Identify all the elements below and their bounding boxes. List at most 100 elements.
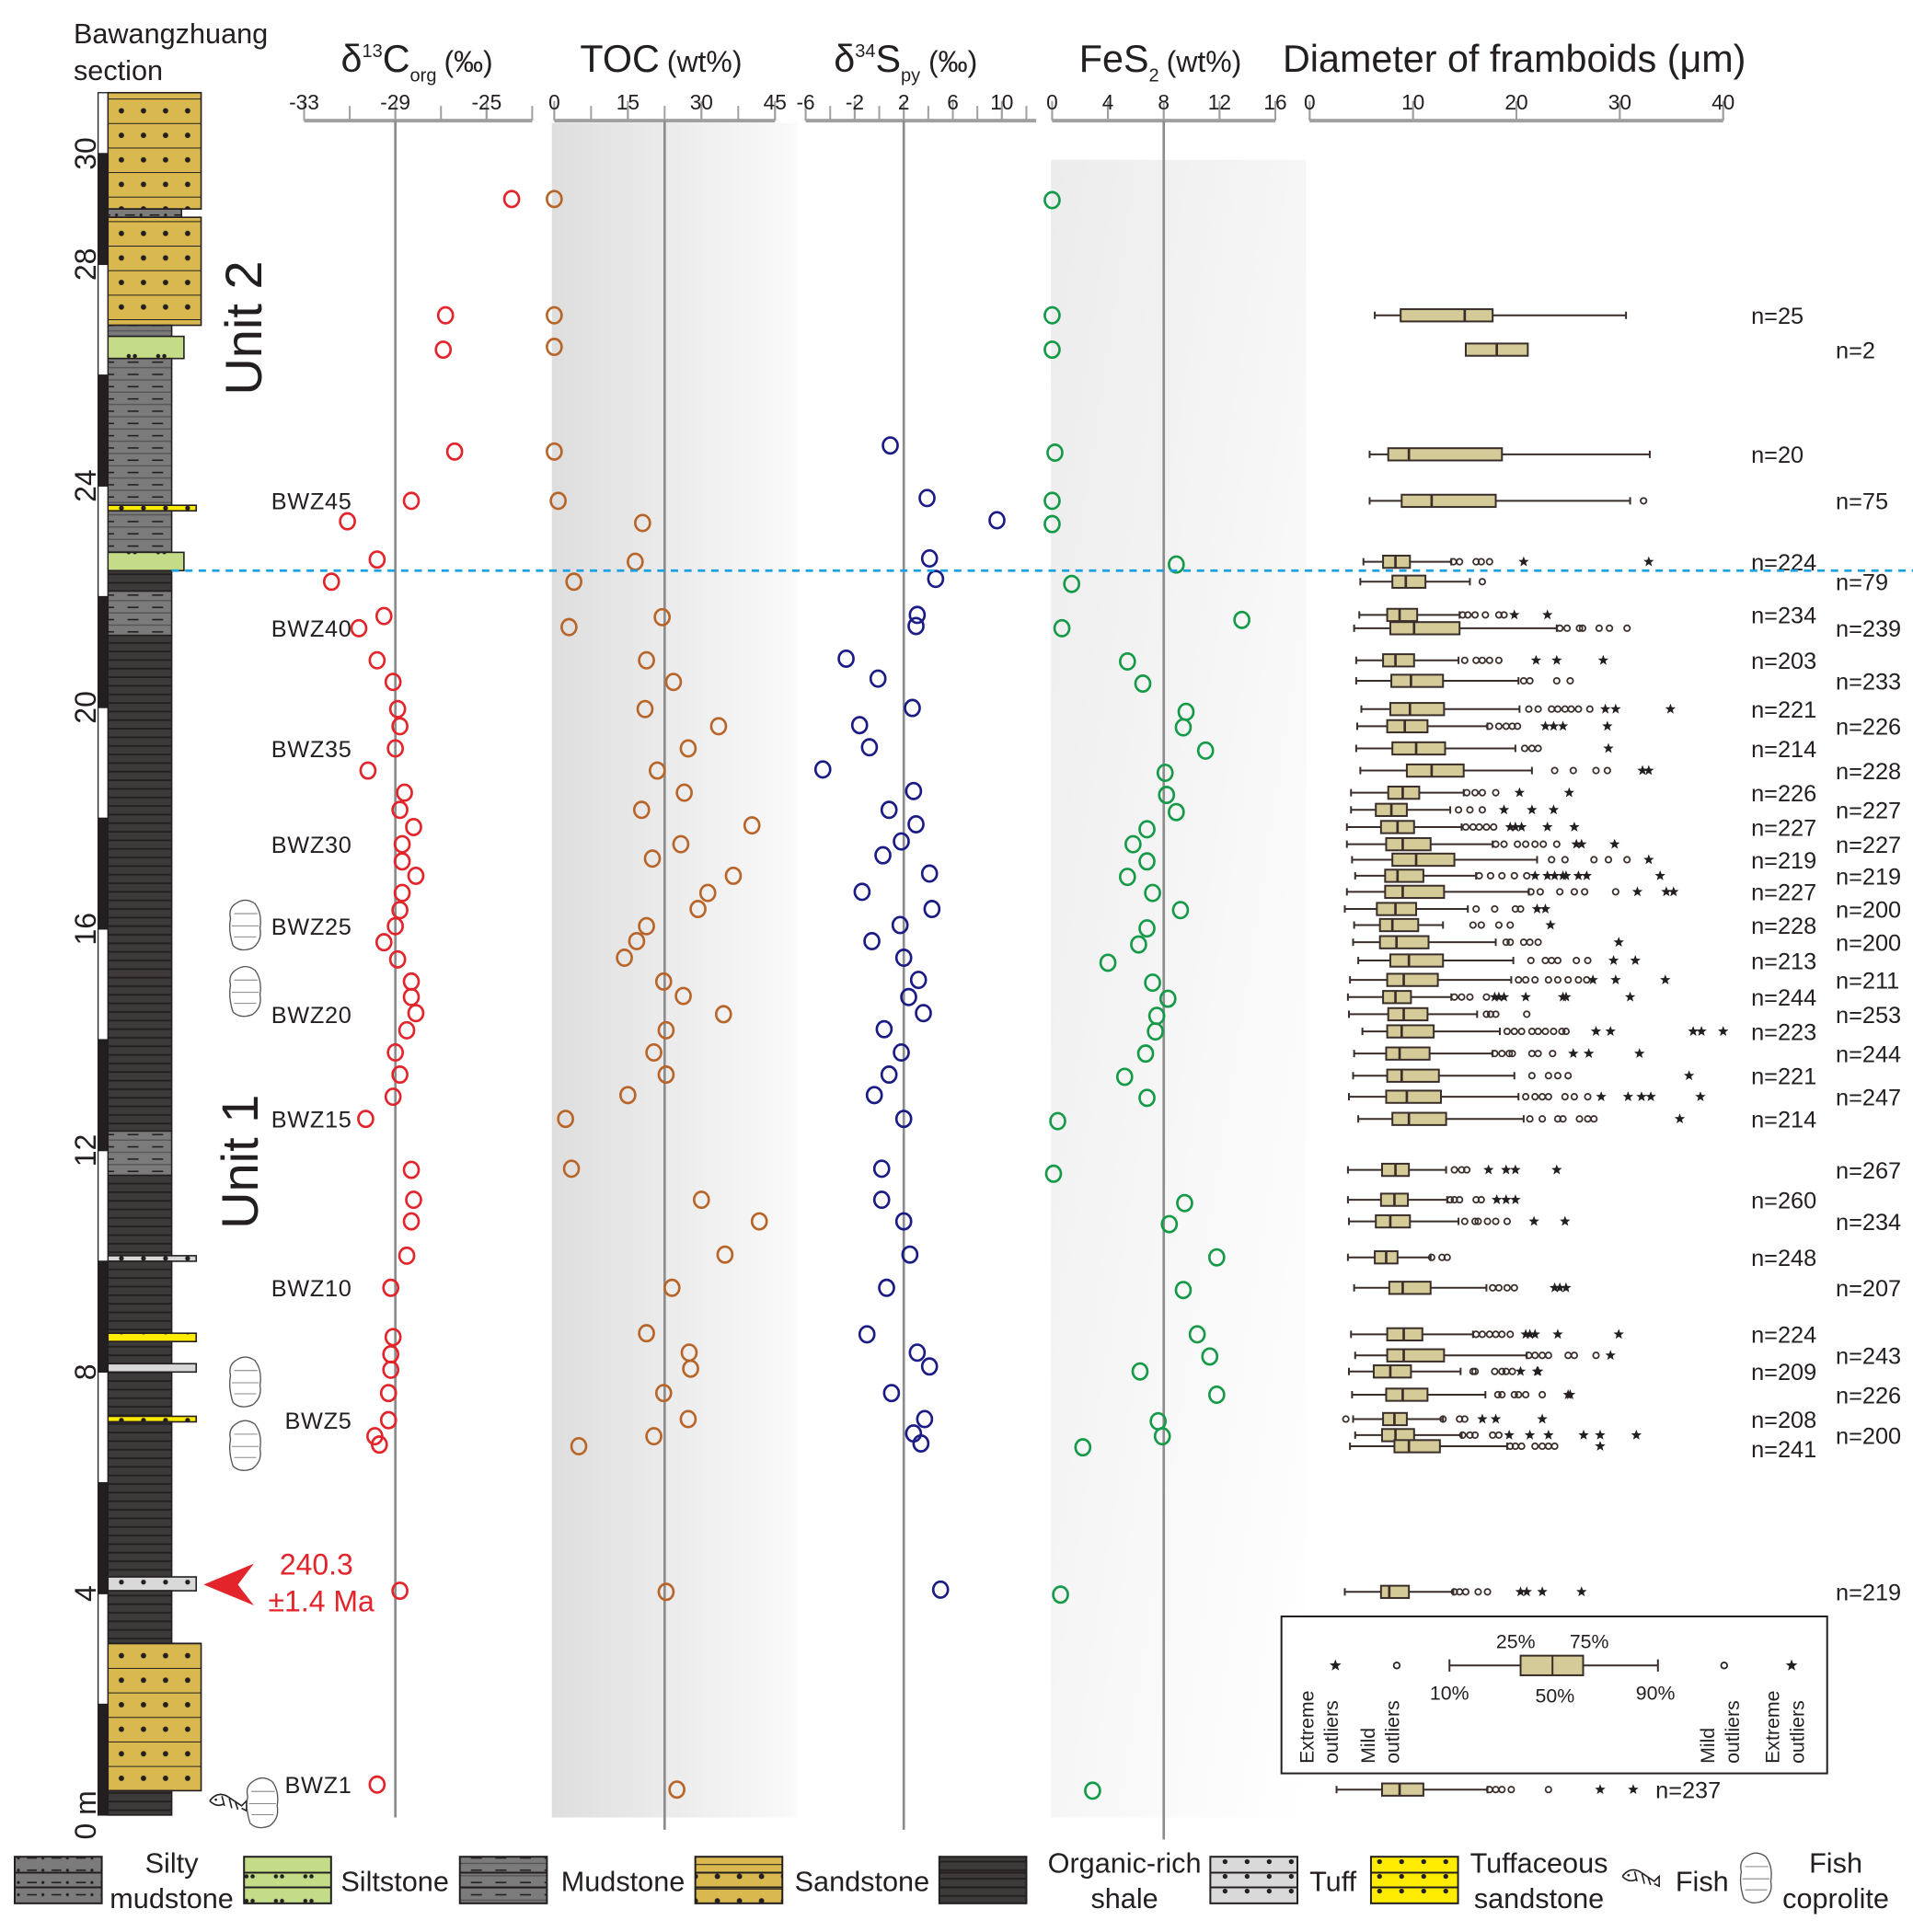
toc-point bbox=[674, 986, 692, 1006]
lithology-mudstone bbox=[107, 1130, 173, 1177]
d13c-point bbox=[375, 933, 393, 952]
sample-count-label: n=213 bbox=[1751, 949, 1816, 974]
legend-p10: 10% bbox=[1430, 1683, 1469, 1705]
iqr-box bbox=[1389, 702, 1446, 717]
d13c-tick-label: -33 bbox=[289, 90, 319, 114]
sample-count-label: n=75 bbox=[1836, 489, 1888, 515]
lithology-mudstone bbox=[107, 324, 173, 338]
iqr-box bbox=[1400, 493, 1497, 509]
extreme-outlier bbox=[1628, 1784, 1639, 1795]
fes2-point bbox=[1043, 340, 1061, 360]
lithology-organic-shale bbox=[107, 634, 173, 1133]
mild-outlier bbox=[1478, 656, 1486, 664]
extreme-outlier bbox=[1520, 991, 1531, 1002]
extreme-outlier bbox=[1613, 1328, 1624, 1340]
sample-count-label: n=224 bbox=[1751, 550, 1816, 576]
mild-outlier bbox=[1510, 871, 1518, 880]
legend-swatch bbox=[243, 1856, 332, 1904]
extreme-outlier bbox=[1532, 1365, 1544, 1376]
mild-outlier bbox=[1566, 676, 1574, 685]
d34s-point bbox=[918, 489, 936, 508]
depth-scale-bar bbox=[97, 707, 109, 819]
extreme-outlier bbox=[1583, 1048, 1595, 1059]
mild-outlier bbox=[1514, 722, 1522, 730]
d13c-point bbox=[391, 1065, 409, 1085]
depth-scale-bar bbox=[97, 1593, 109, 1706]
toc-tick-label: 45 bbox=[764, 90, 787, 114]
toc-point bbox=[634, 513, 651, 533]
mild-outlier bbox=[1548, 956, 1556, 965]
d34s-point bbox=[872, 1159, 891, 1179]
legend-extreme-left-2: outliers bbox=[1320, 1700, 1343, 1764]
sample-count-label: n=241 bbox=[1751, 1437, 1816, 1463]
boxplot-row: n=260 bbox=[1346, 1188, 1816, 1213]
d13c-point bbox=[368, 650, 386, 670]
d13c-point bbox=[322, 572, 340, 592]
boxplot-row: n=234 bbox=[1358, 604, 1816, 629]
extreme-outlier bbox=[1510, 1194, 1521, 1204]
toc-point bbox=[714, 1005, 732, 1024]
extreme-outlier bbox=[1515, 821, 1527, 832]
d13c-point bbox=[405, 1190, 422, 1210]
sample-count-label: n=221 bbox=[1751, 697, 1816, 723]
sample-count-label: n=200 bbox=[1836, 1423, 1901, 1449]
toc-point bbox=[636, 699, 654, 719]
legend-mild-left-1: Mild bbox=[1357, 1728, 1379, 1764]
mild-outlier bbox=[1585, 705, 1594, 713]
toc-point bbox=[628, 931, 646, 950]
fes2-point bbox=[1063, 574, 1081, 593]
extreme-outlier bbox=[1554, 1282, 1565, 1293]
extreme-outlier bbox=[1549, 869, 1561, 880]
extreme-outlier bbox=[1504, 821, 1515, 832]
toc-point bbox=[638, 916, 655, 936]
mild-outlier bbox=[1590, 1115, 1598, 1123]
sample-count-label: n=244 bbox=[1751, 985, 1816, 1011]
mild-outlier bbox=[1552, 840, 1561, 848]
fes2-point bbox=[1136, 1044, 1155, 1064]
sample-count-label: n=224 bbox=[1751, 1323, 1816, 1349]
lithology-siltstone bbox=[107, 335, 185, 360]
fes2-point bbox=[1160, 1214, 1179, 1234]
sample-label: BWZ35 bbox=[271, 737, 352, 763]
mild-outlier bbox=[1464, 611, 1472, 619]
extreme-outlier bbox=[1518, 556, 1529, 567]
mild-outlier bbox=[1472, 656, 1481, 664]
mild-outlier bbox=[1570, 1351, 1578, 1360]
mild-outlier bbox=[1527, 744, 1536, 753]
lithology-tuffaceous-sandstone bbox=[107, 1332, 198, 1342]
d13c-point bbox=[436, 305, 455, 325]
boxplot-row: n=243 bbox=[1354, 1344, 1901, 1370]
toc-point bbox=[616, 949, 633, 968]
legend-mild-left-2: outliers bbox=[1382, 1700, 1404, 1764]
header-part: (wt%) bbox=[667, 45, 743, 78]
mild-outlier bbox=[1478, 806, 1486, 814]
mild-outlier bbox=[1503, 1283, 1511, 1292]
depth-scale-bar bbox=[97, 1371, 109, 1484]
fes2-point bbox=[1043, 190, 1061, 210]
mild-outlier bbox=[1570, 1093, 1578, 1101]
extreme-outlier bbox=[1551, 654, 1562, 665]
boxplot-row: n=203 bbox=[1354, 649, 1816, 674]
mild-outlier bbox=[1581, 888, 1589, 896]
mild-outlier-circle-icon bbox=[1720, 1662, 1728, 1670]
d13c-point bbox=[407, 866, 425, 885]
mild-outlier bbox=[1561, 1093, 1569, 1101]
mild-outlier bbox=[1498, 1390, 1506, 1399]
legend-swatch bbox=[458, 1856, 548, 1904]
mild-outlier bbox=[1498, 871, 1506, 880]
fes2-point bbox=[1044, 1164, 1063, 1183]
toc-point bbox=[565, 572, 583, 592]
fes2-point bbox=[1174, 1281, 1193, 1300]
d34s-point bbox=[863, 931, 881, 950]
boxplot-row: n=234 bbox=[1348, 1210, 1901, 1236]
sample-label: BWZ1 bbox=[284, 1773, 351, 1799]
fes2-point bbox=[1156, 763, 1174, 782]
extreme-outlier bbox=[1587, 974, 1598, 984]
extreme-outlier bbox=[1504, 1429, 1515, 1440]
mild-outlier bbox=[1481, 611, 1490, 619]
toc-point bbox=[570, 1436, 588, 1455]
legend-swatch bbox=[13, 1856, 103, 1904]
extreme-outlier bbox=[1543, 1429, 1554, 1440]
